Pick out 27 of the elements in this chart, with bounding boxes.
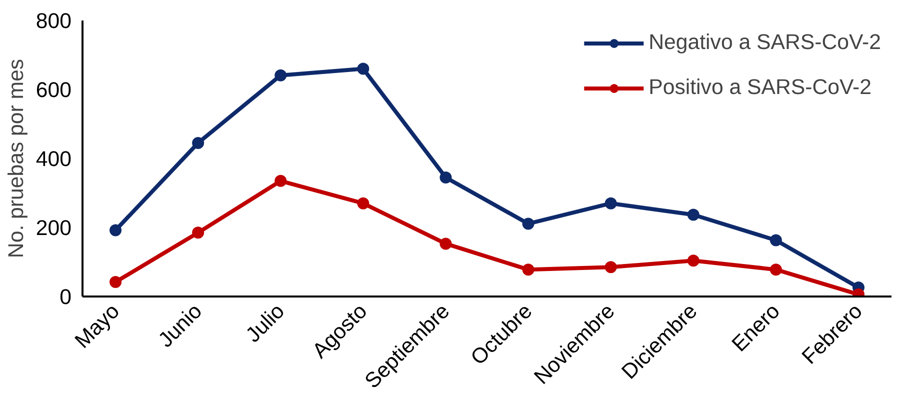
point	[274, 174, 287, 187]
y-tick-label: 0	[60, 285, 72, 309]
y-axis-title: No. pruebas por mes	[4, 58, 28, 258]
point	[770, 264, 782, 276]
point	[440, 171, 452, 184]
point	[274, 69, 287, 82]
point	[110, 276, 122, 288]
y-tick-label: 600	[36, 78, 72, 102]
y-tick-label: 800	[36, 9, 72, 33]
x-tick-label: Julio	[241, 299, 290, 347]
point	[192, 136, 204, 149]
point	[770, 234, 782, 246]
y-tick-label: 200	[36, 216, 72, 240]
point	[604, 261, 617, 274]
legend-label: Negativo a SARS-CoV-2	[648, 30, 881, 55]
point	[110, 224, 122, 236]
point	[687, 208, 700, 221]
point	[522, 264, 534, 276]
legend-label: Positivo a SARS-CoV-2	[648, 75, 872, 100]
point	[440, 238, 452, 250]
point	[522, 218, 534, 230]
point	[604, 197, 617, 210]
point	[357, 197, 370, 210]
point	[357, 62, 370, 75]
y-tick-label: 400	[36, 147, 72, 171]
point	[192, 226, 204, 239]
point	[687, 254, 700, 267]
